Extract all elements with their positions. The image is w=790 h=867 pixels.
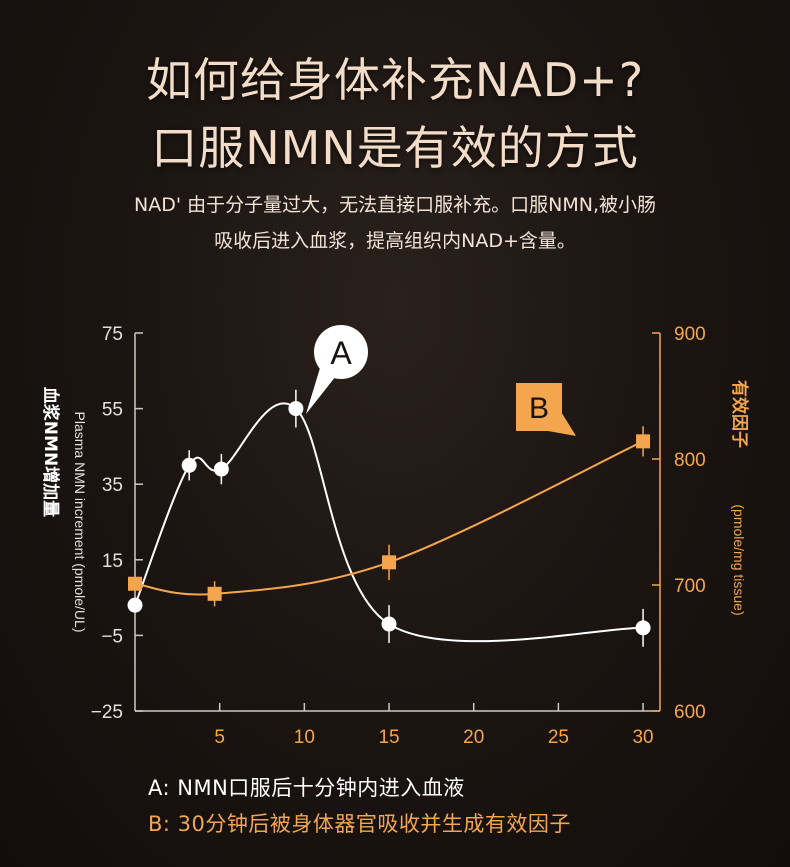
x-axis-tick-label: 15 — [378, 727, 399, 748]
series-a-point — [635, 620, 651, 636]
left-axis-tick-label: 75 — [102, 324, 123, 345]
right-axis-label-en: (pmole/mg tissue) — [731, 504, 747, 615]
intro-text-line2: 吸收后进入血浆，提高组织内NAD+含量。 — [214, 230, 576, 252]
x-axis-tick-label: 25 — [548, 727, 569, 748]
callout-b-label: B — [529, 392, 549, 425]
callout-b-tail — [548, 410, 576, 436]
x-axis-tick-label: 5 — [214, 727, 225, 748]
left-axis-tick-label: 55 — [102, 400, 123, 421]
x-axis-tick-label: 10 — [294, 727, 315, 748]
left-axis-tick-label: −5 — [101, 626, 123, 647]
callout-a-label: A — [330, 335, 352, 371]
right-axis-tick-label: 600 — [674, 702, 706, 723]
left-axis-tick-label: 35 — [102, 475, 123, 496]
right-axis-tick-label: 700 — [674, 576, 706, 597]
right-axis-tick-label: 800 — [674, 450, 706, 471]
dual-axis-line-chart: 75 55 35 15 −5 −25 900 800 700 600 5 10 15 20 25 30 Plas… — [40, 324, 750, 748]
series-a-point — [127, 597, 143, 613]
callout-a-tail — [306, 368, 336, 414]
legend-b-text: B: 30分钟后被身体器官吸收并生成有效因子 — [148, 812, 571, 836]
series-b-point — [207, 586, 222, 601]
series-a-point — [213, 461, 229, 477]
legend-a-text: A: NMN口服后十分钟内进入血液 — [148, 776, 465, 800]
x-axis-tick-label: 30 — [632, 727, 653, 748]
left-axis-tick-label: 15 — [102, 551, 123, 572]
callout-a-bubble — [314, 325, 368, 379]
right-axis-label-cn: 有效因子 — [729, 380, 750, 448]
page-title-line2: 口服NMN是有效的方式 — [151, 121, 639, 175]
x-axis-tick-label: 20 — [463, 727, 484, 748]
callout-b: B — [516, 383, 576, 436]
left-axis-label-en: Plasma NMN increment (pmole/UL) — [72, 412, 88, 633]
left-axis-tick-label: −25 — [91, 702, 123, 723]
series-b-line — [134, 440, 644, 596]
series-a-point — [381, 616, 397, 632]
intro-text-line1: NAD' 由于分子量过大，无法直接口服补充。口服NMN,被小肠 — [134, 194, 656, 216]
series-b-point — [128, 576, 142, 591]
series-a-point — [181, 457, 197, 473]
series-b-point — [636, 434, 651, 449]
page-title-line1: 如何给身体补充NAD+? — [145, 53, 645, 107]
left-axis-label-cn: 血浆NMN增加量 — [40, 387, 61, 517]
series-b-point — [382, 555, 397, 570]
right-axis-tick-label: 900 — [674, 324, 706, 345]
callout-a: A — [306, 325, 368, 414]
series-a-point — [288, 401, 304, 417]
